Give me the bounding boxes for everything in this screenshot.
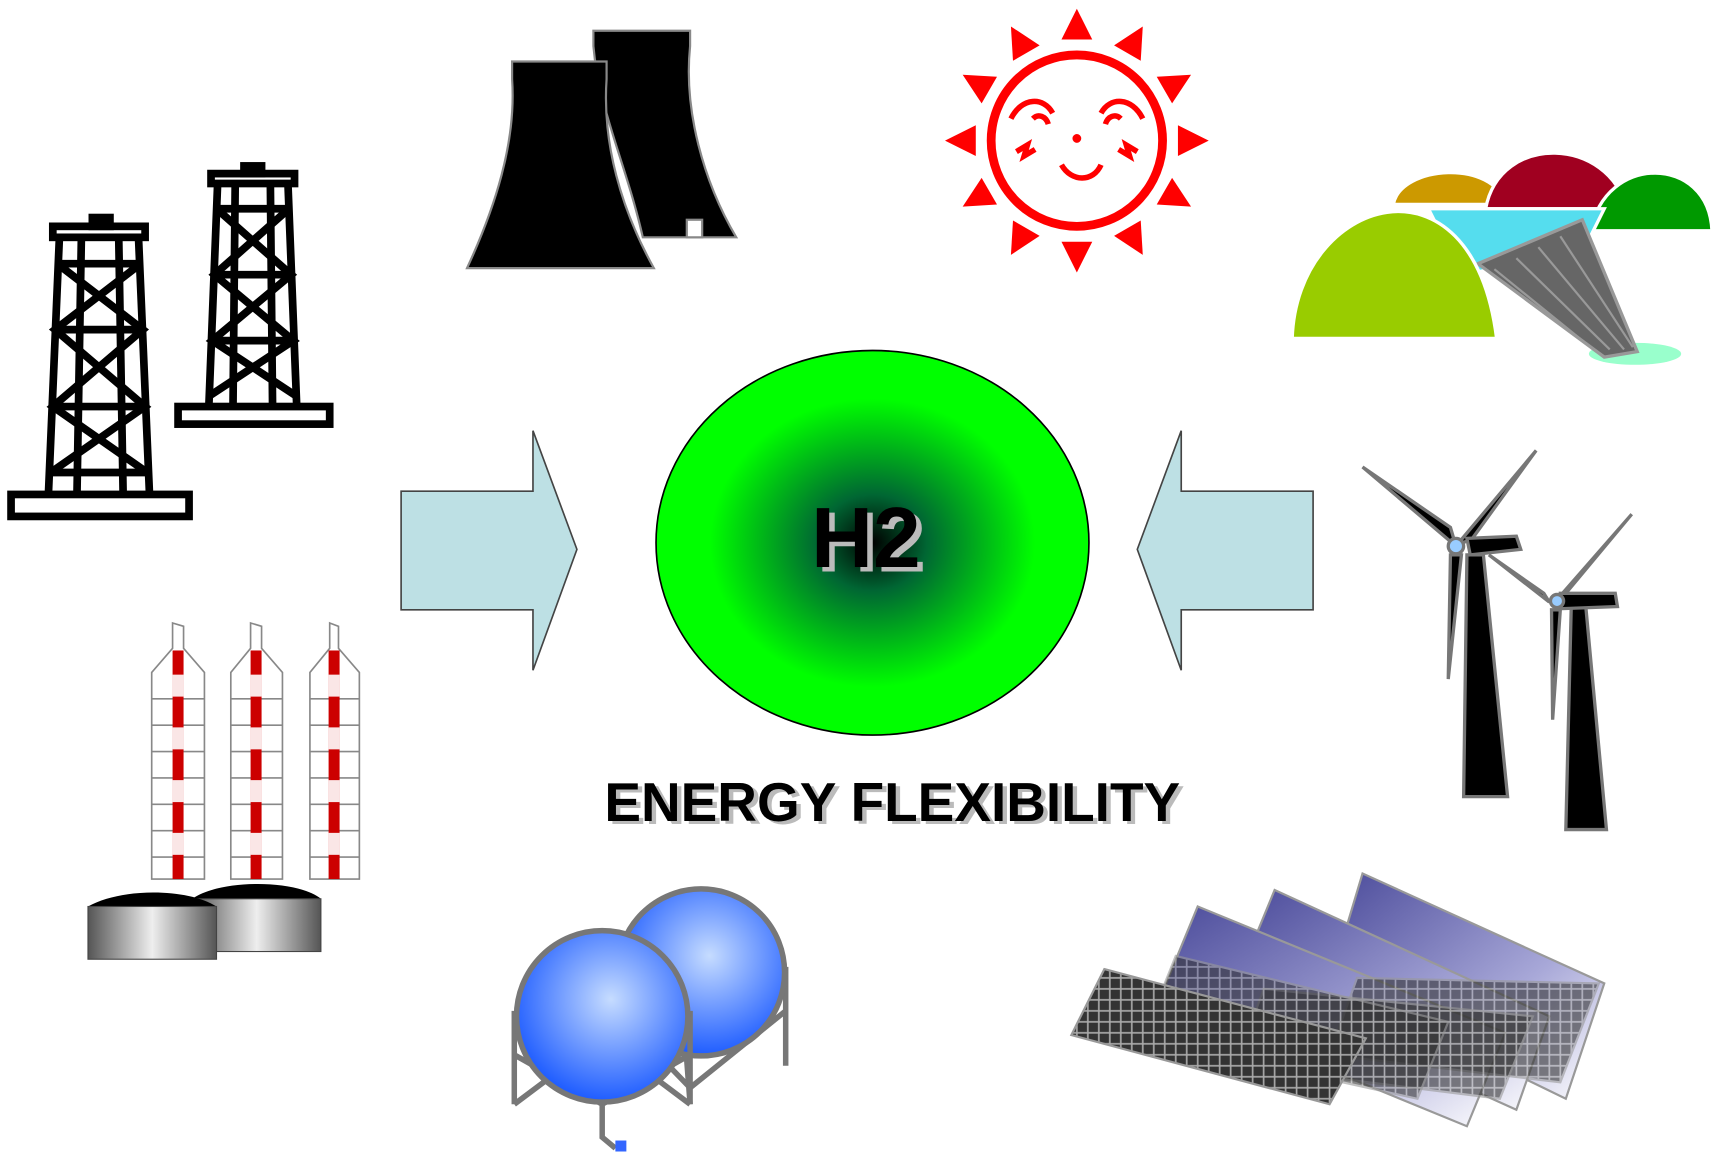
diagram: H2 H2 ENERGY FLEXIBILITY ENERGY FLEXIBIL… bbox=[0, 0, 1723, 1157]
page: H2 H2 ENERGY FLEXIBILITY ENERGY FLEXIBIL… bbox=[0, 0, 1723, 1157]
solar-panels bbox=[1071, 874, 1604, 1127]
left-arrow bbox=[401, 431, 577, 671]
h2-label: H2 bbox=[811, 490, 921, 586]
caption: ENERGY FLEXIBILITY bbox=[604, 771, 1180, 833]
refinery bbox=[88, 623, 359, 959]
right-arrow bbox=[1137, 431, 1313, 671]
hydro-dam bbox=[1292, 153, 1712, 365]
wind-turbines bbox=[1363, 450, 1632, 829]
cooling-towers bbox=[467, 31, 736, 268]
oil-derricks bbox=[11, 166, 330, 517]
sun bbox=[945, 9, 1209, 273]
hydrogen-tanks bbox=[514, 889, 785, 1152]
